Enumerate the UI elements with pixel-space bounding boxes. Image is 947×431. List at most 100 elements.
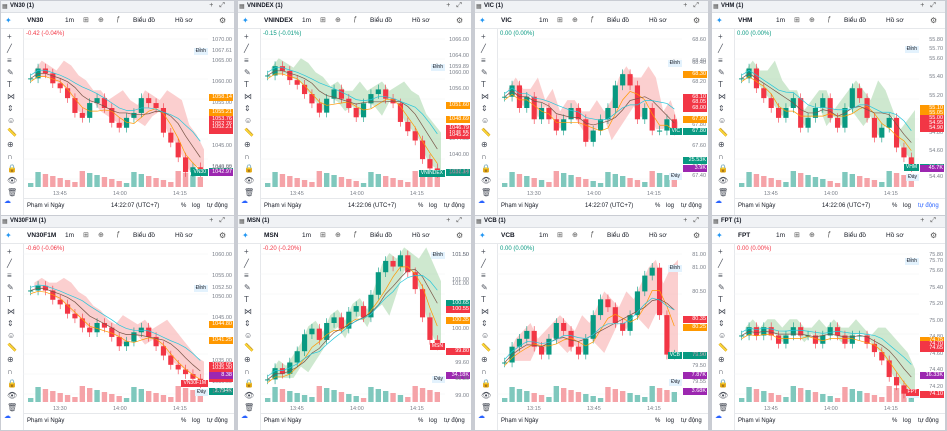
percent-toggle[interactable]: % — [418, 203, 424, 209]
ruler-icon[interactable]: 📏 — [244, 128, 254, 137]
candlestick-plot[interactable] — [734, 29, 945, 199]
price-scale[interactable]: 68.6068.4068.2068.0067.8067.6067.4068.40… — [682, 29, 708, 189]
trash-icon[interactable]: 🗑 — [244, 188, 255, 197]
text-icon[interactable]: T — [244, 80, 249, 89]
chart-type-button[interactable]: Biểu đồ — [844, 232, 867, 239]
indicators-icon[interactable]: ƒ — [590, 231, 594, 238]
add-symbol-icon[interactable]: ⊕ — [809, 232, 815, 239]
emoji-icon[interactable]: ☺ — [7, 331, 16, 340]
brush-icon[interactable]: ✎ — [7, 283, 14, 292]
brush-icon[interactable]: ✎ — [244, 283, 251, 292]
auto-scale-toggle[interactable]: tự động — [444, 418, 465, 424]
compare-icon[interactable]: ⊞ — [794, 232, 800, 239]
panel-window-controls[interactable]: +⤢ — [446, 217, 468, 225]
zoom-icon[interactable]: ⊕ — [244, 355, 251, 364]
lock-icon[interactable]: 🔒 — [7, 164, 17, 173]
date-range-button[interactable]: Phạm vi Ngày — [27, 203, 65, 209]
ruler-icon[interactable]: 📏 — [7, 343, 17, 352]
magnet-icon[interactable]: ∩ — [481, 367, 487, 376]
time-scale[interactable]: 13:45 14:00 14:15 — [260, 189, 445, 199]
trend-line-icon[interactable]: ╱ — [718, 259, 723, 268]
compare-icon[interactable]: ⊞ — [83, 232, 89, 239]
fib-icon[interactable]: ≡ — [244, 271, 249, 280]
settings-gear-icon[interactable]: ⚙ — [456, 16, 464, 25]
crosshair-icon[interactable]: + — [244, 247, 249, 256]
trend-line-icon[interactable]: ╱ — [718, 44, 723, 53]
time-scale[interactable]: 13:15 13:45 14:15 — [497, 404, 682, 414]
auto-scale-toggle[interactable]: tự động — [918, 418, 939, 424]
chart-type-button[interactable]: Biểu đồ — [370, 232, 393, 239]
indicators-icon[interactable]: ƒ — [827, 16, 831, 23]
panel-window-controls[interactable]: +⤢ — [920, 2, 942, 10]
crosshair-icon[interactable]: ✦ — [479, 16, 486, 25]
price-scale[interactable]: 1070.001065.001060.001055.001050.001045.… — [208, 29, 234, 189]
eye-icon[interactable]: 👁 — [481, 176, 492, 185]
percent-toggle[interactable]: % — [181, 418, 187, 424]
brush-icon[interactable]: ✎ — [718, 283, 725, 292]
log-toggle[interactable]: log — [192, 418, 201, 424]
settings-gear-icon[interactable]: ⚙ — [456, 231, 464, 240]
zoom-icon[interactable]: ⊕ — [7, 140, 14, 149]
profile-button[interactable]: Hồ sơ — [412, 232, 430, 239]
cloud-icon[interactable]: ☁ — [715, 198, 722, 205]
add-symbol-icon[interactable]: ⊕ — [335, 17, 341, 24]
candlestick-plot[interactable] — [23, 29, 234, 199]
symbol-search[interactable]: VN30F1M — [27, 232, 57, 239]
auto-scale-toggle[interactable]: tự động — [918, 203, 939, 209]
measure-icon[interactable]: ⇕ — [7, 104, 14, 113]
settings-gear-icon[interactable]: ⚙ — [219, 16, 227, 25]
log-toggle[interactable]: log — [903, 203, 912, 209]
panel-tab-title[interactable]: VHM (1) — [721, 3, 744, 9]
measure-icon[interactable]: ⇕ — [718, 319, 725, 328]
log-toggle[interactable]: log — [429, 203, 438, 209]
fib-icon[interactable]: ≡ — [7, 56, 12, 65]
maximize-icon[interactable]: ⤢ — [219, 2, 231, 9]
maximize-icon[interactable]: ⤢ — [219, 217, 231, 224]
zoom-icon[interactable]: ⊕ — [7, 355, 14, 364]
trash-icon[interactable]: 🗑 — [244, 403, 255, 412]
percent-toggle[interactable]: % — [181, 203, 187, 209]
lock-icon[interactable]: 🔒 — [718, 379, 728, 388]
date-range-button[interactable]: Phạm vi Ngày — [27, 418, 65, 424]
text-icon[interactable]: T — [481, 295, 486, 304]
crosshair-icon[interactable]: + — [7, 32, 12, 41]
panel-tab[interactable]: ▦ FPT (1) +⤢ — [712, 216, 945, 228]
add-symbol-icon[interactable]: ⊕ — [809, 17, 815, 24]
crosshair-icon[interactable]: + — [718, 247, 723, 256]
log-toggle[interactable]: log — [666, 203, 675, 209]
crosshair-icon[interactable]: ✦ — [716, 16, 723, 25]
trash-icon[interactable]: 🗑 — [718, 188, 729, 197]
trend-line-icon[interactable]: ╱ — [244, 44, 249, 53]
compare-icon[interactable]: ⊞ — [320, 17, 326, 24]
ruler-icon[interactable]: 📏 — [7, 128, 17, 137]
indicators-icon[interactable]: ƒ — [827, 231, 831, 238]
profile-button[interactable]: Hồ sơ — [649, 232, 667, 239]
trend-line-icon[interactable]: ╱ — [481, 44, 486, 53]
crosshair-icon[interactable]: ✦ — [716, 231, 723, 240]
indicators-icon[interactable]: ƒ — [116, 231, 120, 238]
trash-icon[interactable]: 🗑 — [7, 188, 18, 197]
trend-line-icon[interactable]: ╱ — [244, 259, 249, 268]
symbol-search[interactable]: VHM — [738, 17, 753, 24]
timeframe-selector[interactable]: 1m — [776, 17, 786, 24]
cloud-icon[interactable]: ☁ — [4, 413, 11, 420]
settings-gear-icon[interactable]: ⚙ — [219, 231, 227, 240]
trash-icon[interactable]: 🗑 — [481, 403, 492, 412]
fib-icon[interactable]: ≡ — [718, 271, 723, 280]
panel-tab-title[interactable]: VIC (1) — [484, 3, 504, 9]
add-icon[interactable]: + — [920, 2, 931, 9]
crosshair-icon[interactable]: ✦ — [5, 16, 12, 25]
lock-icon[interactable]: 🔒 — [244, 379, 254, 388]
panel-window-controls[interactable]: +⤢ — [209, 2, 231, 10]
pattern-icon[interactable]: ⋈ — [244, 307, 252, 316]
log-toggle[interactable]: log — [429, 418, 438, 424]
measure-icon[interactable]: ⇕ — [481, 319, 488, 328]
add-icon[interactable]: + — [683, 2, 694, 9]
crosshair-icon[interactable]: ✦ — [242, 231, 249, 240]
settings-gear-icon[interactable]: ⚙ — [693, 16, 701, 25]
add-icon[interactable]: + — [209, 217, 220, 224]
profile-button[interactable]: Hồ sơ — [412, 17, 430, 24]
lock-icon[interactable]: 🔒 — [481, 164, 491, 173]
brush-icon[interactable]: ✎ — [481, 68, 488, 77]
profile-button[interactable]: Hồ sơ — [649, 17, 667, 24]
